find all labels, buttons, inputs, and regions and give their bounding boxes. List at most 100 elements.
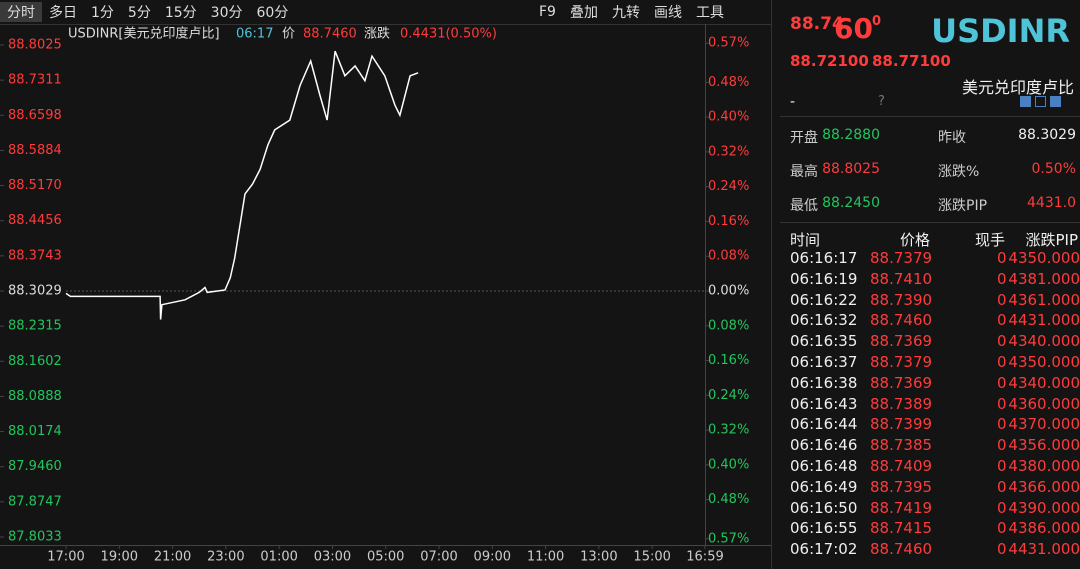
stat-label: 开盘: [790, 130, 818, 146]
trade-time: 06:16:22: [790, 290, 858, 309]
trade-price: 88.7369: [870, 332, 933, 351]
stat-label: 昨收: [938, 130, 966, 146]
x-tick-label: 13:00: [580, 550, 617, 565]
trade-volume: 0: [997, 269, 1007, 288]
column-header: 现手: [975, 231, 1006, 249]
y2-tick-label: 0.24%: [708, 179, 749, 194]
trade-row: 06:16:46 88.7385 0 4356.000: [790, 436, 1080, 456]
trade-price: 88.7419: [870, 498, 933, 517]
dash: -: [790, 94, 796, 110]
period-tab[interactable]: 5分: [127, 5, 151, 21]
x-tick-label: 19:00: [101, 550, 138, 565]
period-bar: 分时 多日 1分 5分 15分 30分 60分: [0, 0, 295, 24]
period-tab[interactable]: 多日: [49, 5, 77, 21]
y2-tick-label: 0.00%: [708, 284, 749, 299]
stat-value: 0.50%: [1031, 161, 1076, 177]
trade-pip: 4390.000: [1008, 498, 1080, 517]
trade-time: 06:16:44: [790, 415, 858, 434]
help[interactable]: ?: [878, 94, 885, 109]
period-tab[interactable]: 分时: [0, 2, 42, 22]
trade-time: 06:16:17: [790, 249, 858, 267]
icon[interactable]: [1050, 96, 1061, 107]
trade-volume: 0: [997, 477, 1007, 496]
x-tick-label: 07:00: [420, 550, 457, 565]
tool-button[interactable]: 九转: [611, 5, 640, 21]
y2-tick-label: 0.08%: [708, 318, 749, 333]
trade-row: 06:16:43 88.7389 0 4360.000: [790, 395, 1080, 415]
trade-row: 06:16:55 88.7415 0 4386.000: [790, 519, 1080, 539]
quote-panel: 88.74 60 0 USDINR 88.72100 88.77100 美元兑印…: [780, 0, 1080, 569]
trade-row: 06:16:32 88.7460 0 4431.000: [790, 311, 1080, 331]
y-tick-label: 88.7311: [8, 73, 62, 88]
tool-button[interactable]: 叠加: [569, 5, 598, 21]
trade-time: 06:16:55: [790, 519, 858, 538]
symbol: USDINR: [931, 12, 1070, 50]
trade-price: 88.7409: [870, 457, 933, 475]
price-main: 88.74: [790, 14, 844, 34]
trade-pip: 4350.000: [1008, 249, 1080, 267]
y-tick-label: 88.3029: [8, 284, 62, 299]
period-tab[interactable]: 60分: [256, 5, 289, 21]
ask: 88.77100: [872, 52, 951, 70]
trade-row: 06:16:49 88.7395 0 4366.000: [790, 478, 1080, 498]
price-big: 60: [834, 12, 873, 45]
trade-row: 06:17:02 88.7460 0 4431.000: [790, 540, 1080, 560]
y2-tick-label: 0.24%: [708, 388, 749, 403]
y2-tick-label: 0.32%: [708, 423, 749, 438]
name: 美元兑印度卢比: [961, 78, 1074, 97]
y2-tick-label: 0.40%: [708, 457, 749, 472]
icon[interactable]: [1035, 96, 1046, 107]
trade-pip: 4356.000: [1008, 436, 1080, 455]
trade-row: 06:16:35 88.7369 0 4340.000: [790, 332, 1080, 352]
y-tick-label: 88.5170: [8, 178, 62, 193]
x-tick-label: 23:00: [207, 550, 244, 565]
trade-price: 88.7389: [870, 394, 933, 413]
trade-time: 06:16:32: [790, 311, 858, 330]
trade-pip: 4366.000: [1008, 477, 1080, 496]
trade-price: 88.7395: [870, 477, 933, 496]
trade-price: 88.7379: [870, 353, 933, 371]
divider: [780, 222, 1080, 223]
y-tick-label: 87.9460: [8, 459, 62, 474]
price-sup: 0: [872, 14, 882, 29]
column-header: 时间: [790, 231, 821, 249]
y-tick-label: 88.0888: [8, 389, 62, 404]
trade-volume: 0: [997, 332, 1007, 351]
trade-time: 06:16:46: [790, 436, 858, 455]
trade-price: 88.7410: [870, 269, 933, 288]
trade-time: 06:16:37: [790, 353, 858, 371]
x-tick-label: 01:00: [260, 550, 297, 565]
period-tab[interactable]: 15分: [164, 5, 197, 21]
price-line: [65, 50, 419, 320]
stat-value: 4431.0: [1027, 195, 1076, 211]
trade-time: 06:17:02: [790, 540, 858, 559]
trade-row: 06:16:19 88.7410 0 4381.000: [790, 270, 1080, 290]
x-tick-label: 16:59: [686, 550, 723, 565]
icons: [1020, 96, 1061, 107]
tool-button[interactable]: 工具: [695, 5, 724, 21]
period-tab[interactable]: 1分: [91, 5, 114, 21]
trade-volume: 0: [997, 290, 1007, 309]
trade-volume: 0: [997, 311, 1007, 330]
y2-tick-label: 0.40%: [708, 110, 749, 125]
trade-price: 88.7415: [870, 519, 933, 538]
trade-pip: 4360.000: [1008, 394, 1080, 413]
trade-pip: 4350.000: [1008, 353, 1080, 371]
x-tick-label: 15:00: [633, 550, 670, 565]
trade-time: 06:16:35: [790, 332, 858, 351]
trade-time: 06:16:49: [790, 477, 858, 496]
trade-pip: 4370.000: [1008, 415, 1080, 434]
x-tick-label: 05:00: [367, 550, 404, 565]
y-tick-label: 87.8747: [8, 494, 62, 509]
stat-label: 涨跌%: [938, 164, 980, 180]
change-label: 涨跌: [364, 26, 390, 42]
y-tick-label: 88.3743: [8, 248, 62, 263]
x-tick-label: 21:00: [154, 550, 191, 565]
trade-price: 88.7385: [870, 436, 933, 455]
y-tick-label: 88.8025: [8, 38, 62, 53]
tool-button[interactable]: F9: [539, 4, 556, 20]
icon[interactable]: [1020, 96, 1031, 107]
y2-tick-label: 0.16%: [708, 353, 749, 368]
period-tab[interactable]: 30分: [210, 5, 243, 21]
tool-button[interactable]: 画线: [653, 5, 682, 21]
